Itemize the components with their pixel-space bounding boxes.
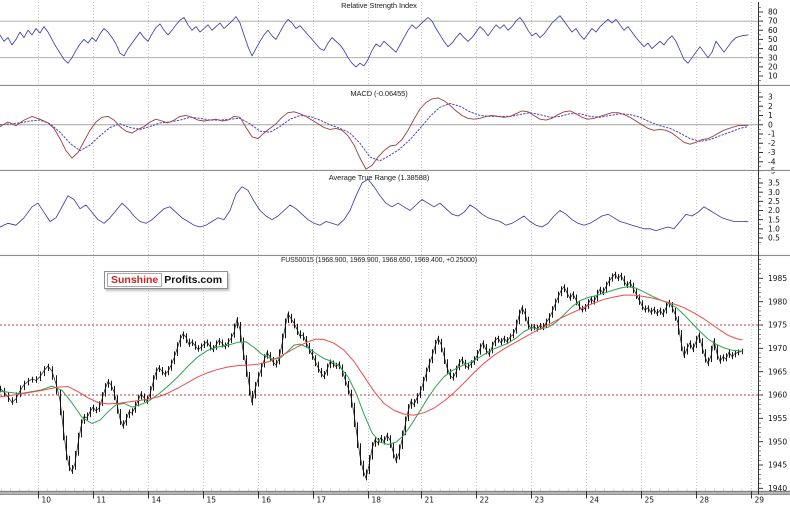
x-axis-label: 25 <box>645 496 655 505</box>
x-axis-label: 16 <box>262 496 272 505</box>
y-axis-label: 1980 <box>768 297 787 306</box>
y-axis-label: 1.5 <box>768 215 780 224</box>
macd-signal-line <box>0 103 749 162</box>
y-axis-label: 30 <box>768 53 778 62</box>
ma-fast-line <box>0 286 743 445</box>
y-axis-label: 3.5 <box>768 179 780 188</box>
y-axis-label: -3 <box>768 148 776 157</box>
y-axis-label: 1 <box>768 111 773 120</box>
y-axis-label: -4 <box>768 157 776 166</box>
y-axis-label: 2.5 <box>768 197 780 206</box>
macd-line <box>0 97 749 170</box>
y-axis-label: 80 <box>768 8 778 17</box>
x-axis-label: 11 <box>97 496 107 505</box>
x-axis-label: 21 <box>425 496 435 505</box>
y-axis-label: 1955 <box>768 414 787 423</box>
y-axis-label: 1975 <box>768 321 787 330</box>
y-axis-label: 1985 <box>768 274 787 283</box>
y-axis-label: 3 <box>768 93 773 102</box>
x-axis-label: 10 <box>42 496 52 505</box>
atr-line <box>0 178 749 232</box>
y-axis-label: 1940 <box>768 484 787 493</box>
y-axis-label: 1950 <box>768 437 787 446</box>
y-axis-label: 10 <box>768 72 778 81</box>
y-axis-label: 3.0 <box>768 188 780 197</box>
y-axis-label: -2 <box>768 139 776 148</box>
y-axis-label: 1965 <box>768 367 787 376</box>
x-axis-label: 28 <box>700 496 710 505</box>
y-axis-label: 50 <box>768 35 778 44</box>
x-axis-label: 18 <box>372 496 382 505</box>
y-axis-label: 20 <box>768 62 778 71</box>
rsi-line <box>0 15 749 68</box>
y-axis-label: 60 <box>768 26 778 35</box>
x-axis-bar <box>0 491 790 495</box>
price-line <box>0 273 743 480</box>
y-axis-label: 1945 <box>768 461 787 470</box>
y-axis-label: 1970 <box>768 344 787 353</box>
x-axis-label: 22 <box>480 496 490 505</box>
y-axis-label: -1 <box>768 130 776 139</box>
y-axis-label: 2 <box>768 102 773 111</box>
y-axis-label: 2.0 <box>768 206 780 215</box>
ma-slow-line <box>0 294 743 416</box>
sunshineprofits-logo: Sunshine Profits.com <box>104 271 229 289</box>
y-axis-label: 0 <box>768 120 773 129</box>
x-axis-label: 23 <box>535 496 545 505</box>
x-axis-label: 29 <box>755 496 765 505</box>
y-axis-label: 0.5 <box>768 234 780 243</box>
y-axis-label: 1.0 <box>768 224 780 233</box>
x-axis-label: 14 <box>152 496 162 505</box>
x-axis-label: 17 <box>317 496 327 505</box>
logo-profits-text: Profits.com <box>164 274 223 286</box>
y-axis-label: 1960 <box>768 391 787 400</box>
x-axis-label: 24 <box>590 496 600 505</box>
logo-sunshine-text: Sunshine <box>107 273 163 287</box>
x-axis-label: 15 <box>207 496 217 505</box>
y-axis-label: 70 <box>768 17 778 26</box>
y-axis-label: 40 <box>768 44 778 53</box>
